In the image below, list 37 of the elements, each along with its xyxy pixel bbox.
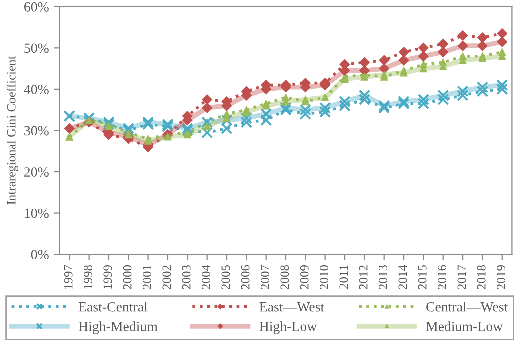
x-tick-label: 2016 <box>438 265 446 290</box>
x-tick-label: 1997 <box>64 265 73 289</box>
x-tick-label: 2003 <box>182 265 191 290</box>
x-tick-label: 2019 <box>497 265 506 290</box>
x-tick-label: 2002 <box>162 266 172 290</box>
y-tick-label: 50% <box>24 44 49 54</box>
x-tick-label: 2006 <box>241 265 250 290</box>
x-tick-label: 2004 <box>202 265 210 290</box>
y-tick-label: 30% <box>24 126 49 136</box>
x-tick-label: 2007 <box>261 265 270 290</box>
x-tick-label: 2001 <box>143 266 152 290</box>
legend-label: East—West <box>260 302 324 312</box>
x-tick-label: 2011 <box>340 266 348 289</box>
x-tick-label: 2015 <box>418 265 427 290</box>
x-tick-label: 2017 <box>458 265 466 290</box>
y-tick-label: 20% <box>24 168 49 177</box>
x-tick-label: 2010 <box>320 265 328 290</box>
x-tick-label: 1998 <box>84 265 92 289</box>
x-tick-label: 2013 <box>379 265 388 290</box>
x-tick-label: 2008 <box>280 265 290 290</box>
y-tick-label: 10% <box>25 208 49 218</box>
x-tick-label: 1999 <box>104 265 112 289</box>
x-tick-label: 2012 <box>359 266 368 290</box>
x-tick-label: 2014 <box>398 265 408 290</box>
y-tick-label: 40% <box>24 85 49 94</box>
y-tick-label: 60% <box>24 2 49 12</box>
legend-label: High-Medium <box>78 322 158 334</box>
legend-label: High-Low <box>260 322 318 334</box>
legend-label: Central—West <box>426 302 508 312</box>
legend-label: East-Central <box>78 302 148 312</box>
legend-label: Medium-Low <box>426 322 504 332</box>
y-axis-title: Intraregional Gini Coefficient <box>6 56 18 205</box>
y-tick-label: 0% <box>31 250 49 260</box>
x-tick-label: 2018 <box>477 265 486 290</box>
x-tick-label: 2009 <box>300 265 309 290</box>
x-tick-label: 2005 <box>222 265 230 290</box>
x-tick-label: 2000 <box>123 265 132 290</box>
